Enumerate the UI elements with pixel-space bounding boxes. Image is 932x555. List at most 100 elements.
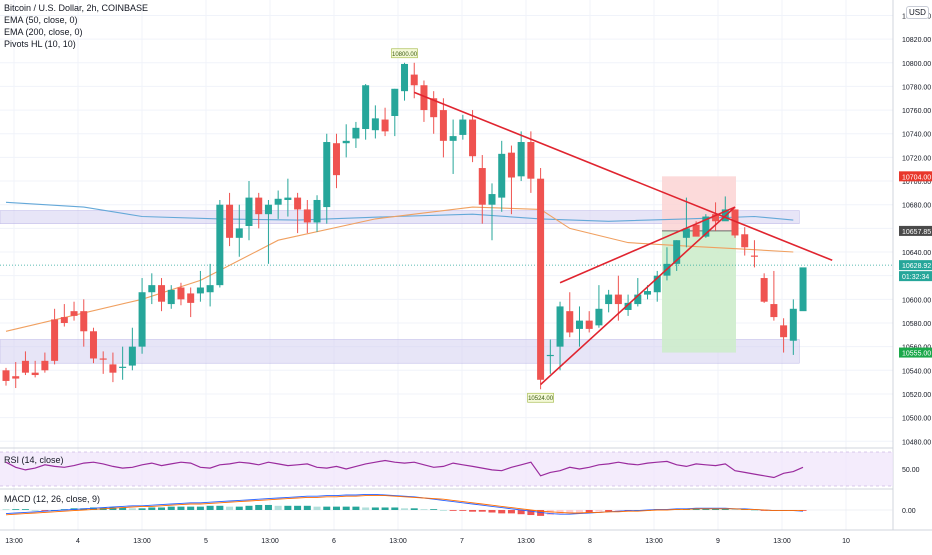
candle[interactable] xyxy=(226,204,234,238)
candle[interactable] xyxy=(284,197,292,200)
candle[interactable] xyxy=(692,224,700,237)
currency-badge[interactable]: USD xyxy=(906,6,929,19)
candle[interactable] xyxy=(488,194,496,205)
macd-line[interactable] xyxy=(5,493,804,515)
symbol-title[interactable]: Bitcoin / U.S. Dollar, 2h, COINBASE xyxy=(4,3,149,13)
pivots-legend[interactable]: Pivots HL (10, 10) xyxy=(4,39,76,49)
candle[interactable] xyxy=(595,308,603,326)
ema50-legend[interactable]: EMA (50, close, 0) xyxy=(4,15,78,25)
candle[interactable] xyxy=(478,168,486,205)
candle[interactable] xyxy=(60,317,68,323)
candle[interactable] xyxy=(682,228,690,238)
candle[interactable] xyxy=(498,153,506,198)
candle[interactable] xyxy=(381,119,389,132)
trendline[interactable] xyxy=(559,206,736,284)
candle[interactable] xyxy=(158,285,166,302)
candle[interactable] xyxy=(585,320,593,329)
candle[interactable] xyxy=(235,228,243,238)
candle[interactable] xyxy=(167,289,175,305)
macd-signal-line[interactable] xyxy=(5,495,803,516)
candle[interactable] xyxy=(430,98,438,118)
candle[interactable] xyxy=(303,209,311,223)
ema200-legend[interactable]: EMA (200, close, 0) xyxy=(4,27,83,37)
candle[interactable] xyxy=(21,360,29,373)
candle[interactable] xyxy=(517,142,525,177)
candle[interactable] xyxy=(459,119,467,135)
position-tool[interactable] xyxy=(0,176,893,353)
candle[interactable] xyxy=(634,294,642,305)
candle[interactable] xyxy=(148,285,156,293)
candle[interactable] xyxy=(119,366,127,368)
candle[interactable] xyxy=(507,152,515,178)
rsi-line[interactable] xyxy=(5,459,804,479)
candle[interactable] xyxy=(420,85,428,111)
candle[interactable] xyxy=(206,285,214,293)
candle[interactable] xyxy=(41,360,49,371)
candle[interactable] xyxy=(644,291,652,295)
take-profit-zone[interactable] xyxy=(662,230,736,353)
candle[interactable] xyxy=(789,308,797,341)
candle[interactable] xyxy=(673,240,681,264)
candle[interactable] xyxy=(605,294,613,305)
candle[interactable] xyxy=(449,136,457,141)
candle[interactable] xyxy=(624,302,632,310)
candle[interactable] xyxy=(439,110,447,141)
candle[interactable] xyxy=(556,306,564,347)
candle[interactable] xyxy=(537,178,545,380)
candle[interactable] xyxy=(80,311,88,332)
candle[interactable] xyxy=(255,197,263,215)
candle[interactable] xyxy=(770,304,778,318)
candle[interactable] xyxy=(371,118,379,131)
trendline[interactable] xyxy=(540,206,736,386)
candle[interactable] xyxy=(799,267,807,312)
candle[interactable] xyxy=(391,88,399,116)
candle[interactable] xyxy=(469,119,477,157)
candle[interactable] xyxy=(575,320,583,329)
candle[interactable] xyxy=(196,287,204,294)
rsi-legend[interactable]: RSI (14, close) xyxy=(4,455,64,465)
candle[interactable] xyxy=(109,364,117,373)
candle[interactable] xyxy=(274,198,282,205)
candle[interactable] xyxy=(780,325,788,338)
candle[interactable] xyxy=(99,358,107,360)
candle[interactable] xyxy=(216,204,224,286)
candle[interactable] xyxy=(653,275,661,293)
candle[interactable] xyxy=(2,370,10,381)
candle[interactable] xyxy=(138,292,146,347)
candle[interactable] xyxy=(51,319,59,361)
candle[interactable] xyxy=(401,63,409,92)
candle[interactable] xyxy=(342,140,350,144)
candle[interactable] xyxy=(245,197,253,226)
candle[interactable] xyxy=(362,85,370,130)
candle[interactable] xyxy=(410,74,418,86)
candle[interactable] xyxy=(750,255,758,257)
candle[interactable] xyxy=(702,216,710,237)
candle[interactable] xyxy=(187,293,195,303)
candle[interactable] xyxy=(313,199,321,223)
macd-pane[interactable]: 0.00 xyxy=(0,493,916,516)
candle[interactable] xyxy=(128,346,136,366)
candle[interactable] xyxy=(527,142,535,179)
candle[interactable] xyxy=(352,127,360,139)
candle[interactable] xyxy=(89,331,97,359)
trendline[interactable] xyxy=(413,91,833,262)
candle[interactable] xyxy=(31,372,39,376)
candles-layer[interactable] xyxy=(2,62,807,390)
candle[interactable] xyxy=(546,354,554,357)
candle[interactable] xyxy=(332,143,340,176)
time-axis[interactable]: 13:00 4 13:00 5 13:00 6 13:00 7 13:00 8 13:00 9 13:0… xyxy=(5,538,850,545)
candle[interactable] xyxy=(177,287,185,300)
candle[interactable] xyxy=(741,234,749,248)
candle[interactable] xyxy=(712,214,720,222)
candle[interactable] xyxy=(12,376,20,379)
candle[interactable] xyxy=(566,311,574,333)
candle[interactable] xyxy=(264,204,272,215)
candle[interactable] xyxy=(731,209,739,236)
candle[interactable] xyxy=(323,142,331,208)
trendlines-layer[interactable] xyxy=(413,91,833,386)
candle[interactable] xyxy=(760,278,768,302)
candle[interactable] xyxy=(614,294,622,305)
candle[interactable] xyxy=(70,311,78,316)
